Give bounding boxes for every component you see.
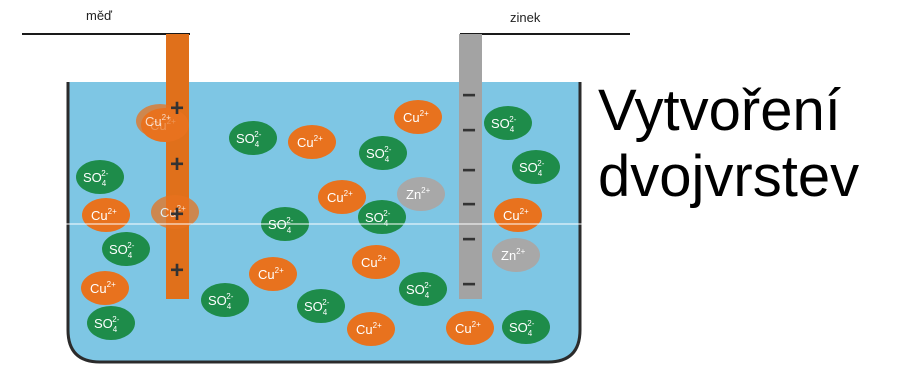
ion-label: SO42-: [304, 298, 330, 317]
copper-ion: Cu2+: [318, 180, 366, 214]
copper-ion: Cu2+: [249, 257, 297, 291]
minus-sign: −: [462, 271, 476, 298]
zinc-label: zinek: [510, 10, 541, 25]
sulfate-ion: SO42-: [512, 150, 560, 184]
copper-electrode: [166, 34, 189, 299]
sulfate-ion: SO42-: [399, 272, 447, 306]
minus-sign: −: [462, 226, 476, 253]
ion-bubble: [151, 195, 199, 229]
plus-sign: +: [170, 151, 184, 178]
ion-bubble: [492, 238, 540, 272]
ion-label: SO42-: [268, 216, 294, 235]
ion-bubble: [512, 150, 560, 184]
plus-sign: +: [170, 201, 184, 228]
ion-bubble: [318, 180, 366, 214]
copper-ion: Cu2+: [151, 195, 199, 229]
zinc-ion: Zn2+: [397, 177, 445, 211]
ion-bubble: [81, 271, 129, 305]
sulfate-ion: SO42-: [87, 306, 135, 340]
ion-bubble: [249, 257, 297, 291]
ion-label: SO42-: [208, 292, 234, 311]
ion-bubble: [288, 125, 336, 159]
ion-label: SO42-: [83, 169, 109, 188]
copper-ion: Cu2+: [446, 311, 494, 345]
sulfate-ion: SO42-: [484, 106, 532, 140]
copper-ion: Cu2+: [494, 198, 542, 232]
ion-bubble: [102, 232, 150, 266]
ion-bubble: [201, 283, 249, 317]
caption-line-1: Vytvoření: [598, 78, 841, 143]
ion-bubble: [136, 104, 184, 138]
ion-label: SO42-: [109, 241, 135, 260]
ion-bubble: [347, 312, 395, 346]
ion-bubble: [359, 136, 407, 170]
ion-bubble: [358, 200, 406, 234]
ion-bubble: [484, 106, 532, 140]
copper-label: měď: [86, 8, 113, 23]
sulfate-ion: SO42-: [502, 310, 550, 344]
copper-ion: Cu2+: [347, 312, 395, 346]
ion-bubble: [394, 100, 442, 134]
ion-bubble: [397, 177, 445, 211]
ion-bubble: [446, 311, 494, 345]
zinc-charges: − − − − − −: [462, 82, 476, 298]
zinc-electrode: [459, 34, 482, 299]
copper-ion: Cu2+: [81, 271, 129, 305]
minus-sign: −: [462, 191, 476, 218]
plus-sign: +: [170, 257, 184, 284]
sulfate-ion: SO42-: [358, 200, 406, 234]
sulfate-ion: SO42-: [229, 121, 277, 155]
vessel-outline: [66, 82, 582, 364]
ion-label: SO42-: [491, 115, 517, 134]
copper-ion: Cu2+: [82, 198, 130, 232]
electrolyte-solution: [68, 82, 580, 362]
copper-ion: Cu2+: [352, 245, 400, 279]
ion-bubble: [502, 310, 550, 344]
sulfate-ion: SO42-: [359, 136, 407, 170]
minus-sign: −: [462, 117, 476, 144]
ion-label: SO42-: [406, 281, 432, 300]
sulfate-ion: SO42-: [102, 232, 150, 266]
ion-label: SO42-: [519, 159, 545, 178]
ion-label: SO42-: [366, 145, 392, 164]
copper-ion: Cu2+: [136, 104, 184, 138]
ion-bubble: [399, 272, 447, 306]
ion-label: SO42-: [236, 130, 262, 149]
sulfate-ion: SO42-: [76, 160, 124, 194]
ion-bubble: [76, 160, 124, 194]
ion-label: SO42-: [509, 319, 535, 338]
ion-bubble: [352, 245, 400, 279]
ion-bubble: [229, 121, 277, 155]
sulfate-ion: SO42-: [201, 283, 249, 317]
sulfate-ion: SO42-: [297, 289, 345, 323]
ion-bubble: [87, 306, 135, 340]
caption: Vytvoření dvojvrstev: [598, 78, 898, 210]
ion-bubble: [297, 289, 345, 323]
minus-sign: −: [462, 157, 476, 184]
minus-sign: −: [462, 82, 476, 109]
copper-charges: + + + +: [170, 95, 184, 284]
zinc-ion: Zn2+: [492, 238, 540, 272]
plus-sign: +: [170, 95, 184, 122]
copper-ion: Cu2+: [288, 125, 336, 159]
caption-line-2: dvojvrstev: [598, 144, 860, 209]
copper-ion: Cu2+: [394, 100, 442, 134]
ion-label: SO42-: [94, 315, 120, 334]
